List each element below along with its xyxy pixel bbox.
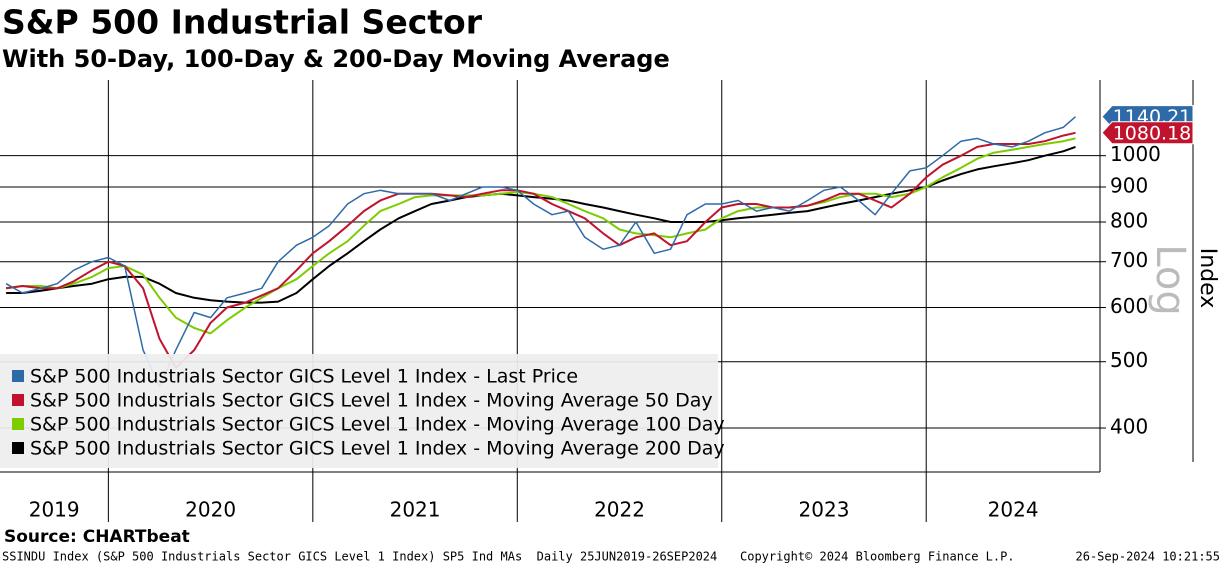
footer: 26-Sep-2024 10:21:55 [1076, 550, 1221, 564]
legend-box [0, 354, 718, 468]
end-label: 1080.18 [1113, 122, 1192, 144]
x-tick-label: 2021 [390, 498, 441, 522]
x-tick-label: 2020 [185, 498, 236, 522]
x-tick-label: 2024 [988, 498, 1039, 522]
x-tick-label: 2019 [29, 498, 80, 522]
plot [5, 116, 1076, 388]
x-tick-label: 2022 [594, 498, 645, 522]
legend-swatch [12, 442, 24, 454]
footer: SSINDU Index (S&P 500 Industrials Sector… [2, 550, 717, 564]
y-tick-label: 700 [1110, 248, 1148, 272]
chart-subtitle: With 50-Day, 100-Day & 200-Day Moving Av… [2, 45, 670, 73]
end-label-box [1101, 121, 1194, 145]
series-line [5, 131, 1076, 369]
legend-label: S&P 500 Industrials Sector GICS Level 1 … [30, 390, 713, 412]
y-tick-label: 900 [1110, 174, 1148, 198]
chart-title: S&P 500 Industrial Sector [2, 3, 483, 42]
legend-swatch [12, 394, 24, 406]
footer: Copyright© 2024 Bloomberg Finance L.P. [740, 550, 1015, 564]
y-tick-label: 600 [1110, 294, 1148, 318]
scale-label: Log [1147, 244, 1193, 315]
legend-swatch [12, 418, 24, 430]
y-tick-label: 500 [1110, 348, 1148, 372]
y-tick-label: 800 [1110, 209, 1148, 233]
y-axis-label: Index [1195, 248, 1220, 309]
series-line [5, 137, 1076, 335]
legend-label: S&P 500 Industrials Sector GICS Level 1 … [30, 414, 725, 436]
y-tick-label: 1000 [1110, 142, 1161, 166]
series-line [5, 116, 1076, 388]
source: Source: CHARTbeat [4, 527, 190, 547]
legend-label: S&P 500 Industrials Sector GICS Level 1 … [30, 366, 578, 388]
y-tick-label: 400 [1110, 415, 1148, 439]
legend-label: S&P 500 Industrials Sector GICS Level 1 … [30, 438, 725, 460]
legend-swatch [12, 370, 24, 382]
x-tick-label: 2023 [799, 498, 850, 522]
